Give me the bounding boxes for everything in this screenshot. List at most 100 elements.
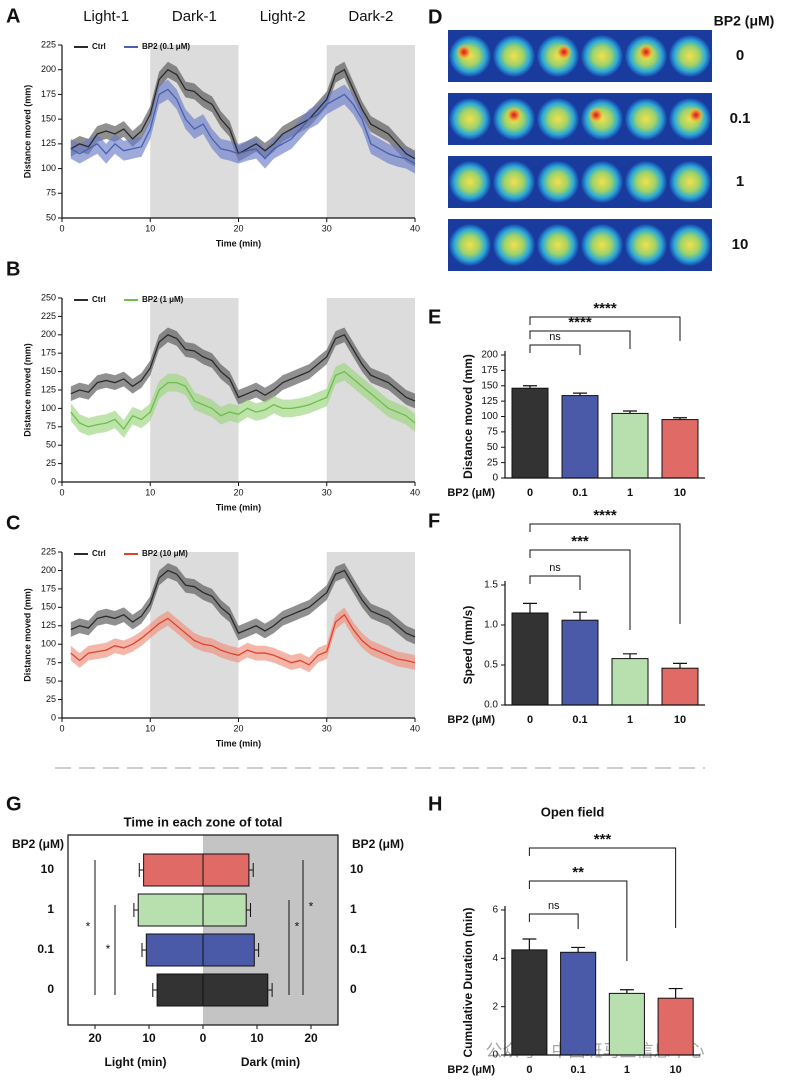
mean-line [70, 370, 416, 431]
significance-label: * [86, 920, 91, 934]
error-band [70, 607, 415, 673]
y-tick-label: 225 [41, 546, 56, 556]
x-tick-label: 0 [527, 714, 533, 726]
y-tick-label: 100 [41, 639, 56, 649]
panel-label: H [428, 793, 442, 815]
well-blob [669, 224, 711, 266]
significance-label: ** [572, 864, 584, 881]
x-axis-label: BP2 (μM) [447, 714, 495, 726]
y-axis-label: Distance moved (mm) [22, 588, 32, 682]
mean-line [70, 569, 416, 638]
phase-label: Dark-1 [172, 8, 217, 25]
error-bar [141, 943, 147, 957]
x-tick-label: 1 [624, 1064, 630, 1076]
x-tick-label: 1 [627, 487, 633, 499]
x-tick-label: 0 [59, 723, 64, 733]
error-bar [246, 903, 252, 917]
well-blob [449, 224, 491, 266]
y-tick-label: 125 [41, 384, 56, 394]
y-tick-label: 50 [487, 442, 499, 453]
legend-label: Ctrl [92, 295, 106, 304]
x-axis-label: Time (min) [216, 738, 261, 748]
y-tick-label: 175 [41, 89, 56, 99]
phase-label: Dark-2 [348, 8, 393, 25]
error-bar [573, 611, 587, 621]
significance-label: ns [549, 331, 561, 343]
well-blob [537, 224, 579, 266]
significance-bracket [529, 549, 631, 630]
bar [560, 951, 597, 1056]
x-tick-label: 20 [233, 223, 243, 233]
well-blob [625, 224, 667, 266]
y-tick-label: 25 [46, 458, 56, 468]
light-bar [137, 893, 204, 927]
x-tick-label: 20 [88, 1031, 102, 1045]
y-tick-label: 150 [41, 114, 56, 124]
well-blob [537, 98, 579, 140]
legend-title: BP2 (μM) [714, 13, 775, 29]
error-bar [523, 602, 537, 613]
y-tick-label: 150 [41, 366, 56, 376]
y-axis-label: Distance moved (mm) [461, 354, 475, 479]
x-tick-label: 30 [322, 223, 332, 233]
error-bar [248, 863, 254, 877]
y-tick-label: 1.0 [484, 620, 498, 631]
x-tick-label: 10 [145, 223, 155, 233]
panel-label: D [428, 6, 442, 28]
significance-label: **** [593, 507, 617, 524]
y-tick-label: 25 [46, 694, 56, 704]
legend-label: Ctrl [92, 549, 106, 558]
y-tick-label: 0 [350, 982, 357, 996]
panel-label: A [6, 5, 20, 27]
y-tick-label: 1 [47, 902, 54, 916]
well-blob [669, 161, 711, 203]
x-tick-label: 40 [410, 723, 420, 733]
x-tick-label: 0.1 [570, 1064, 585, 1076]
y-tick-label: 50 [46, 675, 56, 685]
well-blob [581, 161, 623, 203]
error-bar [138, 863, 144, 877]
legend-label: Ctrl [92, 42, 106, 51]
significance-bracket [529, 316, 681, 341]
bar [561, 395, 599, 479]
bar [657, 997, 694, 1056]
y-tick-label: 50 [46, 440, 56, 450]
x-axis-label: BP2 (μM) [447, 487, 495, 499]
significance-bracket [529, 330, 631, 349]
significance-label: **** [593, 300, 617, 317]
hotspot [556, 44, 572, 60]
y-tick-label: 100 [41, 163, 56, 173]
hotspot [638, 44, 654, 60]
y-axis-label: Distance moved (mm) [22, 343, 32, 437]
x-tick-label: 10 [674, 487, 686, 499]
x-tick-label: 10 [145, 487, 155, 497]
error-bar [152, 983, 158, 997]
legend-label: BP2 (1 μM) [142, 295, 184, 304]
x-tick-label: 20 [233, 487, 243, 497]
x-tick-label: 20 [304, 1031, 318, 1045]
error-bar [522, 938, 537, 950]
x-tick-label: 0 [200, 1031, 207, 1045]
x-axis-label: Light (min) [105, 1055, 167, 1069]
panel-label: B [6, 258, 20, 280]
y-tick-label: 200 [41, 565, 56, 575]
significance-label: *** [594, 831, 612, 848]
significance-bracket [529, 344, 581, 355]
error-bar [623, 653, 637, 659]
well-blob [493, 35, 535, 77]
bar [661, 419, 699, 479]
y-tick-label: 100 [481, 411, 498, 422]
well-blob [449, 161, 491, 203]
chart-title: Time in each zone of total [124, 814, 283, 829]
heatmap-row [448, 93, 712, 145]
panel-label: G [6, 793, 22, 815]
x-axis-label: Time (min) [216, 238, 261, 248]
significance-bracket [528, 847, 677, 928]
y-tick-label: 225 [41, 311, 56, 321]
error-bar [254, 943, 260, 957]
legend-label: BP2 (0.1 μM) [142, 42, 190, 51]
x-tick-label: 40 [410, 223, 420, 233]
y-tick-label: 200 [41, 64, 56, 74]
y-tick-label: 0.1 [37, 942, 54, 956]
well-blob [581, 224, 623, 266]
